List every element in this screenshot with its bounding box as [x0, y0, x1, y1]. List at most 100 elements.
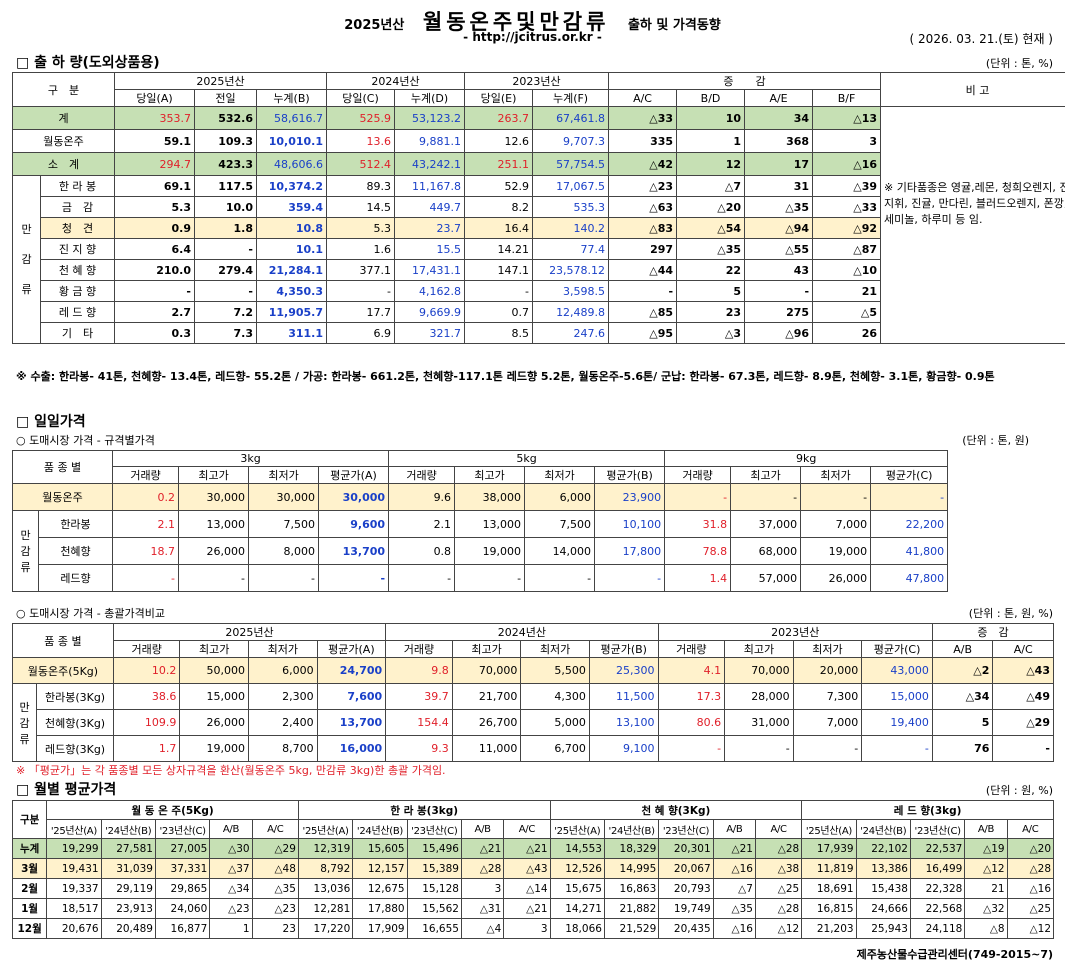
table-cell: △96	[744, 322, 814, 344]
table-cell: 3,598.5	[532, 280, 610, 302]
table-cell: △42	[608, 152, 678, 176]
table-cell: △20	[1006, 838, 1055, 859]
table-cell: △23	[251, 898, 299, 919]
table-cell: 89.3	[326, 175, 396, 197]
table-cell: 3	[503, 918, 551, 939]
table-cell: 19,000	[454, 537, 526, 565]
table-cell: 16,499	[909, 858, 966, 879]
header-cell: '23년산(C)	[658, 819, 714, 839]
table-cell: 8,000	[248, 537, 320, 565]
table-cell: 117.5	[194, 175, 257, 197]
table-cell: △21	[460, 838, 505, 859]
row-label: 3월	[11, 858, 48, 879]
row-label: 천혜향(3Kg)	[36, 709, 114, 736]
table-cell: 15,389	[406, 858, 462, 879]
table-cell: △21	[503, 838, 551, 859]
table-cell: 1.7	[112, 735, 181, 762]
table-row: 천 혜 향 210.0 279.4 21,284.1 377.1 17,431.1 147.…	[13, 259, 1065, 281]
header-cell: 최고가	[730, 466, 802, 484]
table-cell: △48	[251, 858, 299, 879]
header-cell: A/B	[931, 640, 994, 658]
table-cell: 22	[676, 259, 746, 281]
table-cell: △28	[754, 898, 803, 919]
table-cell: 147.1	[464, 259, 534, 281]
table-cell: 525.9	[326, 106, 396, 130]
table-cell: 7,000	[800, 510, 872, 538]
table-cell: 68,000	[730, 537, 802, 565]
remark-cell: ※ 기타품종은 영귤,레몬, 청희오렌지, 진지휘, 진귤, 만다린, 블러드오…	[880, 129, 1065, 344]
table-cell: 9.6	[388, 483, 456, 511]
table-cell: 80.6	[657, 709, 726, 736]
table-cell: 109.9	[112, 709, 181, 736]
table-cell: △12	[964, 858, 1008, 879]
table-cell: 5	[676, 280, 746, 302]
table-cell: 48,606.6	[255, 152, 328, 176]
table-cell: -	[594, 564, 666, 592]
table-cell: 67,461.8	[532, 106, 610, 130]
site-url[interactable]: - http://jcitrus.or.kr -	[463, 30, 602, 44]
table-cell: △85	[608, 301, 678, 323]
header-cell: 누계(B)	[255, 89, 328, 107]
table-cell: 13,100	[588, 709, 659, 736]
table-cell: -	[114, 280, 195, 302]
section-monthly-unit: (단위 : 원, %)	[985, 784, 1053, 797]
table-cell: 77.4	[532, 238, 610, 260]
table-cell: 20,000	[792, 657, 863, 684]
group-label-char: 류	[19, 732, 30, 746]
table-cell: 20,301	[658, 838, 714, 859]
header-cell: 최고가	[179, 640, 249, 658]
table-cell: △30	[209, 838, 253, 859]
header-cell: 최고가	[454, 466, 526, 484]
table-cell: △31	[460, 898, 505, 919]
header-cell: 당일(A)	[114, 89, 195, 107]
row-label: 1월	[11, 898, 48, 919]
header-cell: 평균가(B)	[594, 466, 666, 484]
table-cell: 12.6	[464, 129, 534, 153]
row-label: 레 드 향	[40, 301, 115, 323]
daily-price-subtitle: ○ 도매시장 가격 - 규격별가격	[16, 434, 155, 447]
table-cell: △28	[754, 838, 803, 859]
header-cell: '23년산(C)	[909, 819, 966, 839]
header-cell: 3kg	[112, 450, 390, 467]
table-cell: 263.7	[464, 106, 534, 130]
table-cell: 5	[931, 709, 994, 736]
table-cell: 16.4	[464, 217, 534, 239]
table-cell: 17,800	[594, 537, 666, 565]
header-cell: '23년산(C)	[154, 819, 211, 839]
header-cell: A/B	[964, 819, 1008, 839]
table-cell: 9,707.3	[532, 129, 610, 153]
table-cell: 19,299	[46, 838, 102, 859]
table-cell: 38.6	[112, 683, 181, 710]
table-cell: 10	[676, 106, 746, 130]
monthly-price-table: 구분 월 동 온 주(5Kg) 한 라 봉(3kg) 천 혜 향(3Kg) 레 드 향(…	[11, 800, 1055, 939]
table-row: 레드향(3Kg) 1.7 19,000 8,700 16,000 9.3 11,000 6,7…	[13, 735, 1054, 762]
table-cell: 0.7	[464, 301, 534, 323]
footer-org: 제주농산물수급관리센터(749-2015~7)	[856, 948, 1053, 961]
table-cell: 13,000	[454, 510, 526, 538]
table-cell: 47,800	[870, 564, 949, 592]
table-cell: 19,000	[179, 735, 249, 762]
table-cell: 17,431.1	[394, 259, 466, 281]
table-cell: 19,000	[800, 537, 872, 565]
table-cell: 20,489	[100, 918, 156, 939]
row-label: 월동온주	[12, 129, 115, 153]
row-label: 기 타	[40, 322, 115, 344]
shipment-footnote: ※ 수출: 한라봉- 41톤, 천혜향- 13.4톤, 레드향- 55.2톤 /…	[16, 370, 995, 383]
table-cell: 23,913	[100, 898, 156, 919]
table-cell: 377.1	[326, 259, 396, 281]
table-cell: 15,000	[179, 683, 249, 710]
header-cell: 거래량	[388, 466, 456, 484]
header-cell: 최저가	[800, 466, 872, 484]
table-cell: 3	[460, 878, 505, 899]
table-cell: △28	[460, 858, 505, 879]
table-cell: △7	[676, 175, 746, 197]
table-cell: 13,386	[855, 858, 911, 879]
summary-price-unit: (단위 : 톤, 원, %)	[968, 607, 1053, 620]
table-cell: 15,438	[855, 878, 911, 899]
table-cell: 9.8	[385, 657, 453, 684]
header-cell: 전일	[194, 89, 257, 107]
table-cell: 26,000	[800, 564, 872, 592]
